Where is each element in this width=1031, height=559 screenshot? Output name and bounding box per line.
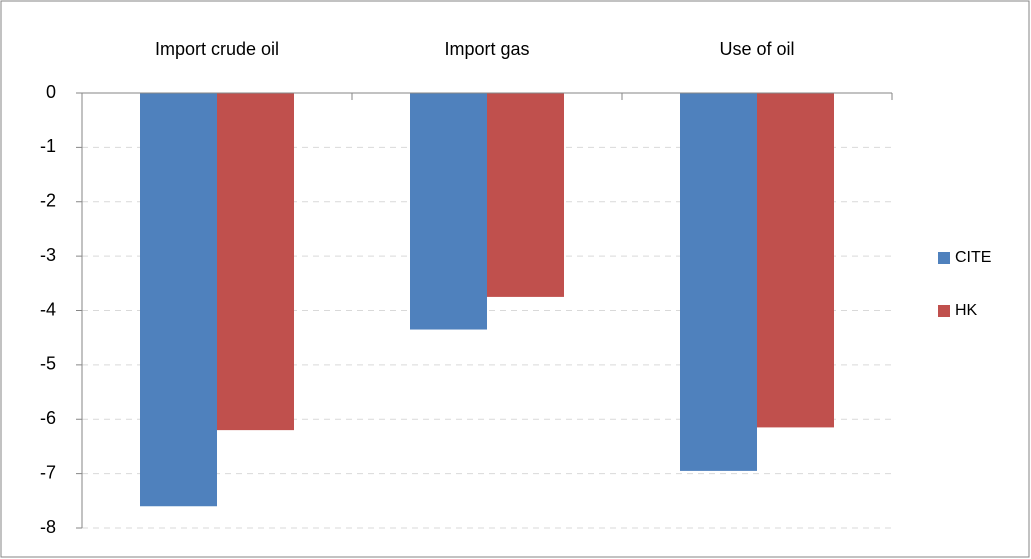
legend-swatch: [938, 252, 950, 264]
y-tick-label: -4: [40, 299, 56, 319]
legend-text: HK: [955, 302, 978, 319]
y-tick-label: 0: [46, 82, 56, 102]
y-tick-label: -6: [40, 408, 56, 428]
bar: [140, 93, 217, 507]
y-tick-label: -2: [40, 191, 56, 211]
y-tick-label: -3: [40, 245, 56, 265]
bar: [680, 93, 757, 471]
legend-text: CITE: [955, 249, 991, 266]
bar: [757, 93, 834, 428]
y-tick-label: -1: [40, 136, 56, 156]
bar: [217, 93, 294, 431]
y-tick-label: -5: [40, 354, 56, 374]
y-tick-label: -7: [40, 462, 56, 482]
x-tick-label: Import crude oil: [155, 39, 279, 59]
x-tick-label: Import gas: [444, 39, 529, 59]
bar: [410, 93, 487, 330]
x-tick-label: Use of oil: [719, 39, 794, 59]
bar: [487, 93, 564, 297]
y-tick-label: -8: [40, 517, 56, 537]
legend-swatch: [938, 305, 950, 317]
